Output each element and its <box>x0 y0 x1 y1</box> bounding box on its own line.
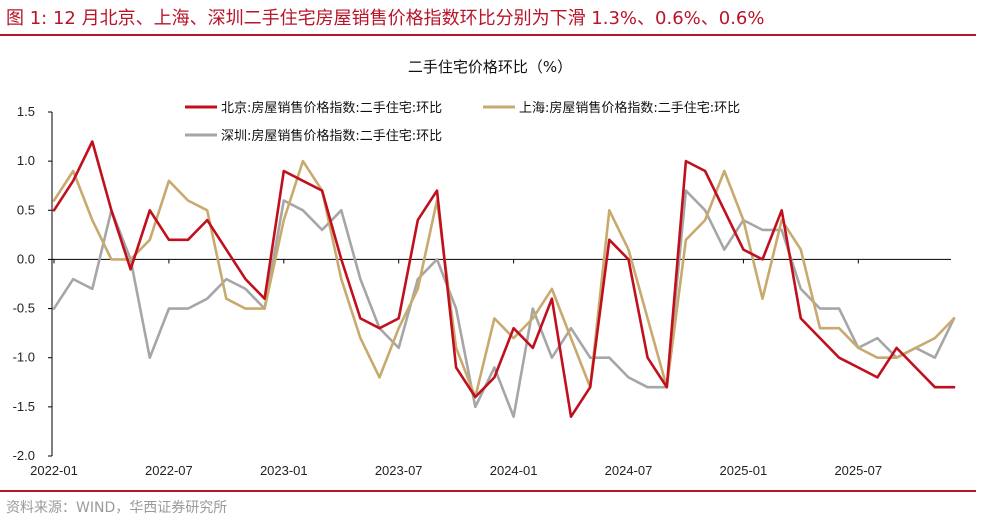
x-tick-label: 2022-07 <box>145 463 193 478</box>
legend-label: 北京:房屋销售价格指数:二手住宅:环比 <box>221 100 442 116</box>
y-tick-label: -0.5 <box>13 301 35 316</box>
x-tick-label: 2023-01 <box>260 463 308 478</box>
y-tick-label: -1.0 <box>13 350 35 365</box>
y-tick-label: 0.5 <box>17 202 35 217</box>
x-tick-label: 2024-07 <box>605 463 653 478</box>
shenzhen-series-line <box>52 189 956 419</box>
x-tick-label: 2025-01 <box>720 463 768 478</box>
legend-label: 上海:房屋销售价格指数:二手住宅:环比 <box>519 100 740 116</box>
y-tick-label: -1.5 <box>13 399 35 414</box>
legend-item-beijing: 北京:房屋销售价格指数:二手住宅:环比 <box>185 100 442 116</box>
legend: 北京:房屋销售价格指数:二手住宅:环比 上海:房屋销售价格指数:二手住宅:环比深圳… <box>185 100 740 144</box>
x-axis: 2022-01 2022-07 2023-01 2023-07 2024-01 2024-… <box>30 258 951 478</box>
x-tick-label: 2024-01 <box>490 463 538 478</box>
y-axis: 1.5 1.0 0.5 0.0 -0.5 -1.0 -1.5 -2.0 <box>13 104 53 463</box>
beijing-series-line <box>52 140 956 419</box>
legend-item-shanghai: 上海:房屋销售价格指数:二手住宅:环比 <box>483 100 740 116</box>
y-tick-label: -2.0 <box>13 448 35 463</box>
y-tick-label: 1.5 <box>17 104 35 119</box>
shanghai-series-line <box>52 159 956 399</box>
legend-item-shenzhen: 深圳:房屋销售价格指数:二手住宅:环比 <box>185 128 442 144</box>
chart-title: 二手住宅价格环比（%） <box>408 58 572 76</box>
series-layer <box>52 140 956 419</box>
y-tick-label: 1.0 <box>17 153 35 168</box>
figure-title: 图 1: 12 月北京、上海、深圳二手住宅房屋销售价格指数环比分别为下滑 1.3… <box>6 8 765 29</box>
x-tick-label: 2022-01 <box>30 463 78 478</box>
top-divider <box>0 34 976 36</box>
source-note: 资料来源：WIND，华西证券研究所 <box>6 500 228 516</box>
bottom-divider <box>0 490 976 492</box>
y-tick-label: 0.0 <box>17 251 35 266</box>
legend-label: 深圳:房屋销售价格指数:二手住宅:环比 <box>221 128 442 144</box>
x-tick-label: 2025-07 <box>834 463 882 478</box>
x-tick-label: 2023-07 <box>375 463 423 478</box>
